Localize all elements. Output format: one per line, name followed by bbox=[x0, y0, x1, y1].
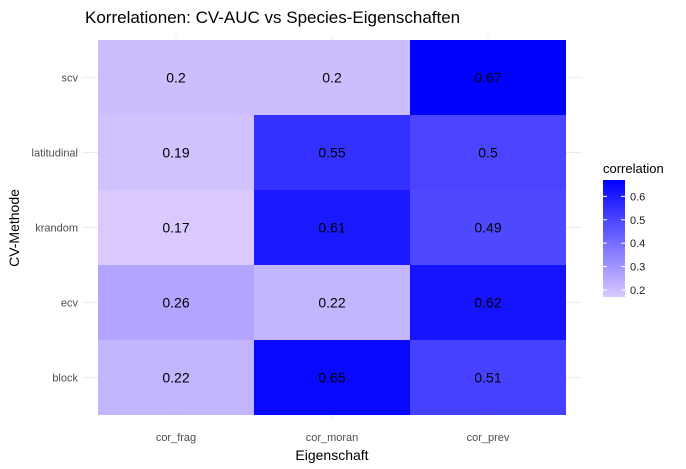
legend-tick-label: 0.3 bbox=[630, 262, 645, 274]
cell-label-ecv-cor_moran: 0.22 bbox=[318, 295, 345, 311]
cell-label-scv-cor_prev: 0.67 bbox=[474, 70, 501, 86]
heatmap-cell-ecv-cor_moran bbox=[254, 265, 410, 340]
x-tick-label-cor_prev: cor_prev bbox=[467, 432, 510, 444]
heatmap-cell-latitudinal-cor_frag bbox=[98, 115, 254, 190]
y-axis-ticks: block ecv krandom latitudinal scv bbox=[32, 73, 79, 385]
cell-label-krandom-cor_frag: 0.17 bbox=[162, 220, 189, 236]
heatmap-cell-scv-cor_prev bbox=[410, 40, 566, 115]
y-tick-label-ecv: ecv bbox=[61, 298, 79, 310]
x-axis-ticks: cor_frag cor_moran cor_prev bbox=[156, 432, 510, 444]
x-axis-title: Eigenschaft bbox=[295, 447, 368, 463]
heatmap-cell-krandom-cor_frag bbox=[98, 190, 254, 265]
cell-label-krandom-cor_prev: 0.49 bbox=[474, 220, 501, 236]
heatmap-cell-scv-cor_moran bbox=[254, 40, 410, 115]
heatmap-cell-latitudinal-cor_prev bbox=[410, 115, 566, 190]
heatmap-cell-ecv-cor_frag bbox=[98, 265, 254, 340]
chart-title: Korrelationen: CV-AUC vs Species-Eigensc… bbox=[85, 8, 460, 27]
heatmap-cell-block-cor_prev bbox=[410, 340, 566, 415]
cell-label-latitudinal-cor_frag: 0.19 bbox=[162, 145, 189, 161]
legend-color-bar bbox=[603, 180, 625, 297]
cell-label-ecv-cor_prev: 0.62 bbox=[474, 295, 501, 311]
heatmap-cells bbox=[98, 40, 566, 415]
y-tick-label-krandom: krandom bbox=[35, 223, 78, 235]
heatmap-cell-block-cor_frag bbox=[98, 340, 254, 415]
y-tick-label-block: block bbox=[52, 373, 78, 385]
heatmap-cell-krandom-cor_moran bbox=[254, 190, 410, 265]
cell-label-block-cor_frag: 0.22 bbox=[162, 370, 189, 386]
y-axis-title: CV-Methode bbox=[6, 189, 22, 267]
heatmap-cell-ecv-cor_prev bbox=[410, 265, 566, 340]
x-tick-label-cor_frag: cor_frag bbox=[156, 432, 196, 444]
cell-labels: 0.22 0.65 0.51 0.26 0.22 0.62 0.17 0.61 0.49 0.19… bbox=[162, 70, 501, 386]
y-tick-label-scv: scv bbox=[62, 73, 79, 85]
legend-ticks: 0.2 0.3 0.4 0.5 0.6 bbox=[603, 191, 645, 297]
cell-label-scv-cor_frag: 0.2 bbox=[166, 70, 186, 86]
legend-tick-label: 0.2 bbox=[630, 285, 645, 297]
legend-tick-label: 0.5 bbox=[630, 215, 645, 227]
cell-label-scv-cor_moran: 0.2 bbox=[322, 70, 342, 86]
x-tick-label-cor_moran: cor_moran bbox=[306, 432, 359, 444]
y-tick-label-latitudinal: latitudinal bbox=[32, 148, 78, 160]
cell-label-block-cor_prev: 0.51 bbox=[474, 370, 501, 386]
legend-title: correlation bbox=[603, 161, 664, 176]
heatmap-cell-block-cor_moran bbox=[254, 340, 410, 415]
heatmap-cell-krandom-cor_prev bbox=[410, 190, 566, 265]
cell-label-latitudinal-cor_prev: 0.5 bbox=[478, 145, 498, 161]
cell-label-latitudinal-cor_moran: 0.55 bbox=[318, 145, 345, 161]
legend-tick-label: 0.4 bbox=[630, 238, 645, 250]
cell-label-block-cor_moran: 0.65 bbox=[318, 370, 345, 386]
cell-label-krandom-cor_moran: 0.61 bbox=[318, 220, 345, 236]
cell-label-ecv-cor_frag: 0.26 bbox=[162, 295, 189, 311]
heatmap-cell-scv-cor_frag bbox=[98, 40, 254, 115]
heatmap-cell-latitudinal-cor_moran bbox=[254, 115, 410, 190]
legend: correlation 0.2 0.3 0.4 0.5 0.6 bbox=[603, 161, 664, 297]
legend-tick-label: 0.6 bbox=[630, 191, 645, 203]
